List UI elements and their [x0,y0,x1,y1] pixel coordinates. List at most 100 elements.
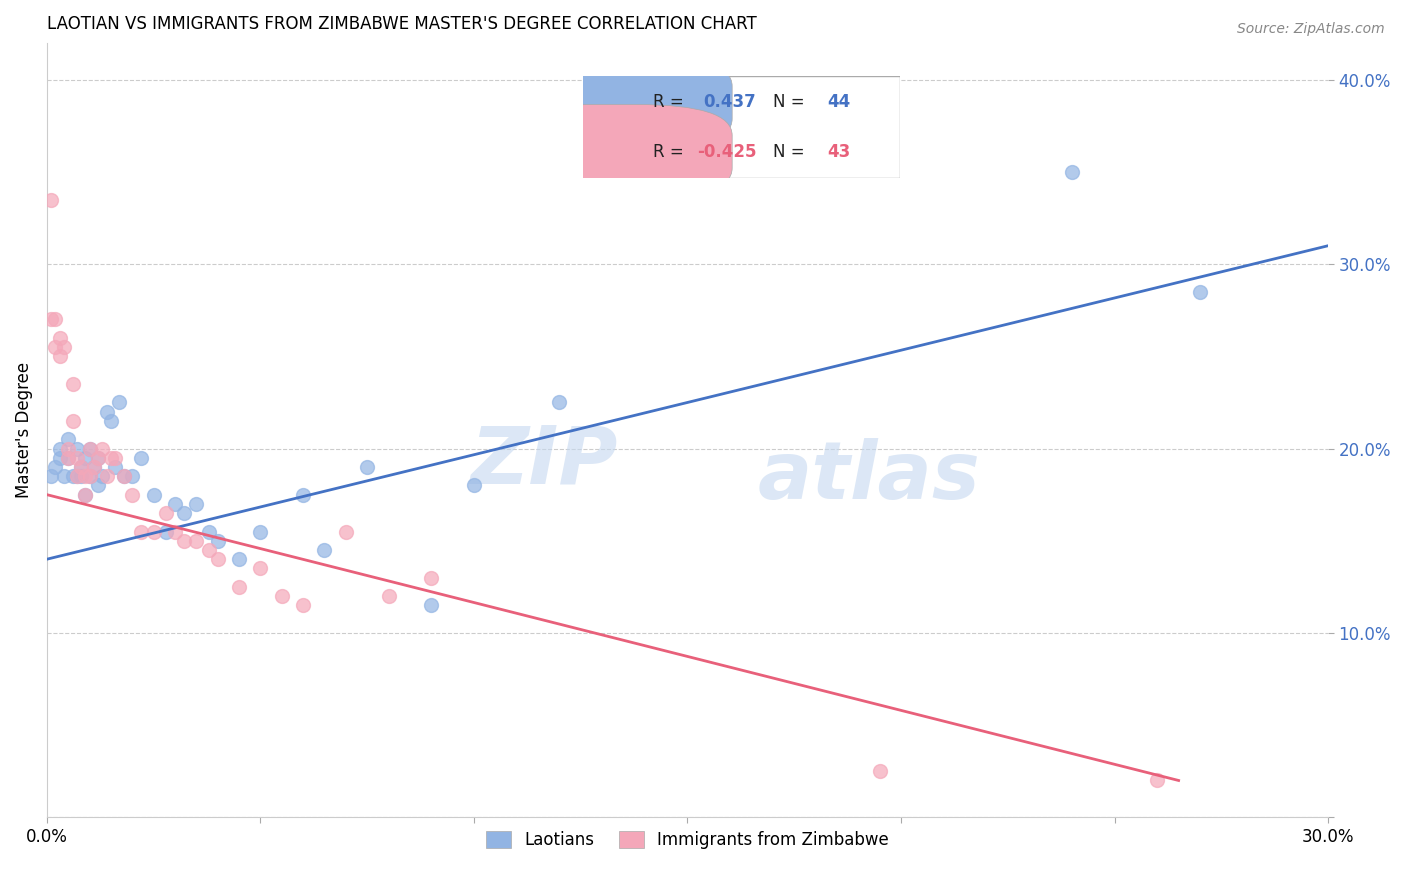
Point [66,442,89,456]
Point [335,524,357,539]
Point [249,524,271,539]
Point [70,460,93,475]
Point [1060,165,1083,179]
Point [96,469,118,483]
Text: N =: N = [773,143,810,161]
Text: 44: 44 [827,94,851,112]
Point [377,589,399,603]
Point [270,589,292,603]
Point [48,331,70,345]
Point [75,450,97,465]
Point [173,533,195,548]
Point [129,524,152,539]
Y-axis label: Master's Degree: Master's Degree [15,362,32,499]
Point [58,450,80,465]
Point [314,543,336,558]
Text: Source: ZipAtlas.com: Source: ZipAtlas.com [1237,22,1385,37]
Point [62,469,84,483]
Point [91,442,114,456]
Point [87,450,110,465]
Point [186,497,208,511]
Point [420,599,443,613]
Point [66,469,89,483]
Point [548,395,571,409]
Point [39,312,62,326]
Point [79,442,101,456]
Text: LAOTIAN VS IMMIGRANTS FROM ZIMBABWE MASTER'S DEGREE CORRELATION CHART: LAOTIAN VS IMMIGRANTS FROM ZIMBABWE MAST… [46,15,756,33]
Point [869,764,891,779]
Text: N =: N = [773,94,810,112]
Text: R =: R = [652,94,689,112]
Point [52,340,75,354]
Legend: Laotians, Immigrants from Zimbabwe: Laotians, Immigrants from Zimbabwe [479,824,896,855]
Point [121,488,143,502]
Point [292,488,315,502]
Point [48,442,70,456]
Point [173,506,195,520]
Point [108,395,131,409]
FancyBboxPatch shape [502,55,733,150]
Point [70,469,93,483]
Point [129,450,152,465]
Point [66,450,89,465]
Point [87,450,110,465]
Point [463,478,485,492]
Point [83,460,105,475]
Point [249,561,271,575]
Point [96,405,118,419]
Text: atlas: atlas [758,438,981,516]
Point [198,524,221,539]
Point [39,193,62,207]
Point [52,469,75,483]
Point [163,524,186,539]
Point [58,442,80,456]
Point [121,469,143,483]
Point [44,312,66,326]
Text: 43: 43 [827,143,851,161]
Point [39,469,62,483]
Point [112,469,135,483]
Point [91,469,114,483]
Point [70,460,93,475]
Text: 0.437: 0.437 [704,94,756,112]
Point [58,433,80,447]
Point [79,469,101,483]
FancyBboxPatch shape [583,76,900,178]
Point [420,571,443,585]
Text: R =: R = [652,143,689,161]
Point [44,460,66,475]
Point [207,552,229,566]
Point [104,460,127,475]
Point [155,524,177,539]
Point [186,533,208,548]
Point [79,442,101,456]
FancyBboxPatch shape [502,104,733,199]
Point [228,552,250,566]
Point [75,488,97,502]
Point [48,450,70,465]
Point [228,580,250,594]
Point [142,488,165,502]
Point [44,340,66,354]
Point [112,469,135,483]
Point [100,450,122,465]
Point [292,599,315,613]
Point [155,506,177,520]
Point [207,533,229,548]
Point [75,488,97,502]
Point [48,350,70,364]
Point [62,377,84,392]
Point [1146,773,1168,788]
Point [142,524,165,539]
Point [66,469,89,483]
Text: ZIP: ZIP [470,422,617,500]
Point [75,469,97,483]
Point [87,478,110,492]
Point [104,450,127,465]
Point [100,414,122,428]
Point [58,450,80,465]
Point [356,460,378,475]
Point [1188,285,1211,299]
Point [79,469,101,483]
Point [163,497,186,511]
